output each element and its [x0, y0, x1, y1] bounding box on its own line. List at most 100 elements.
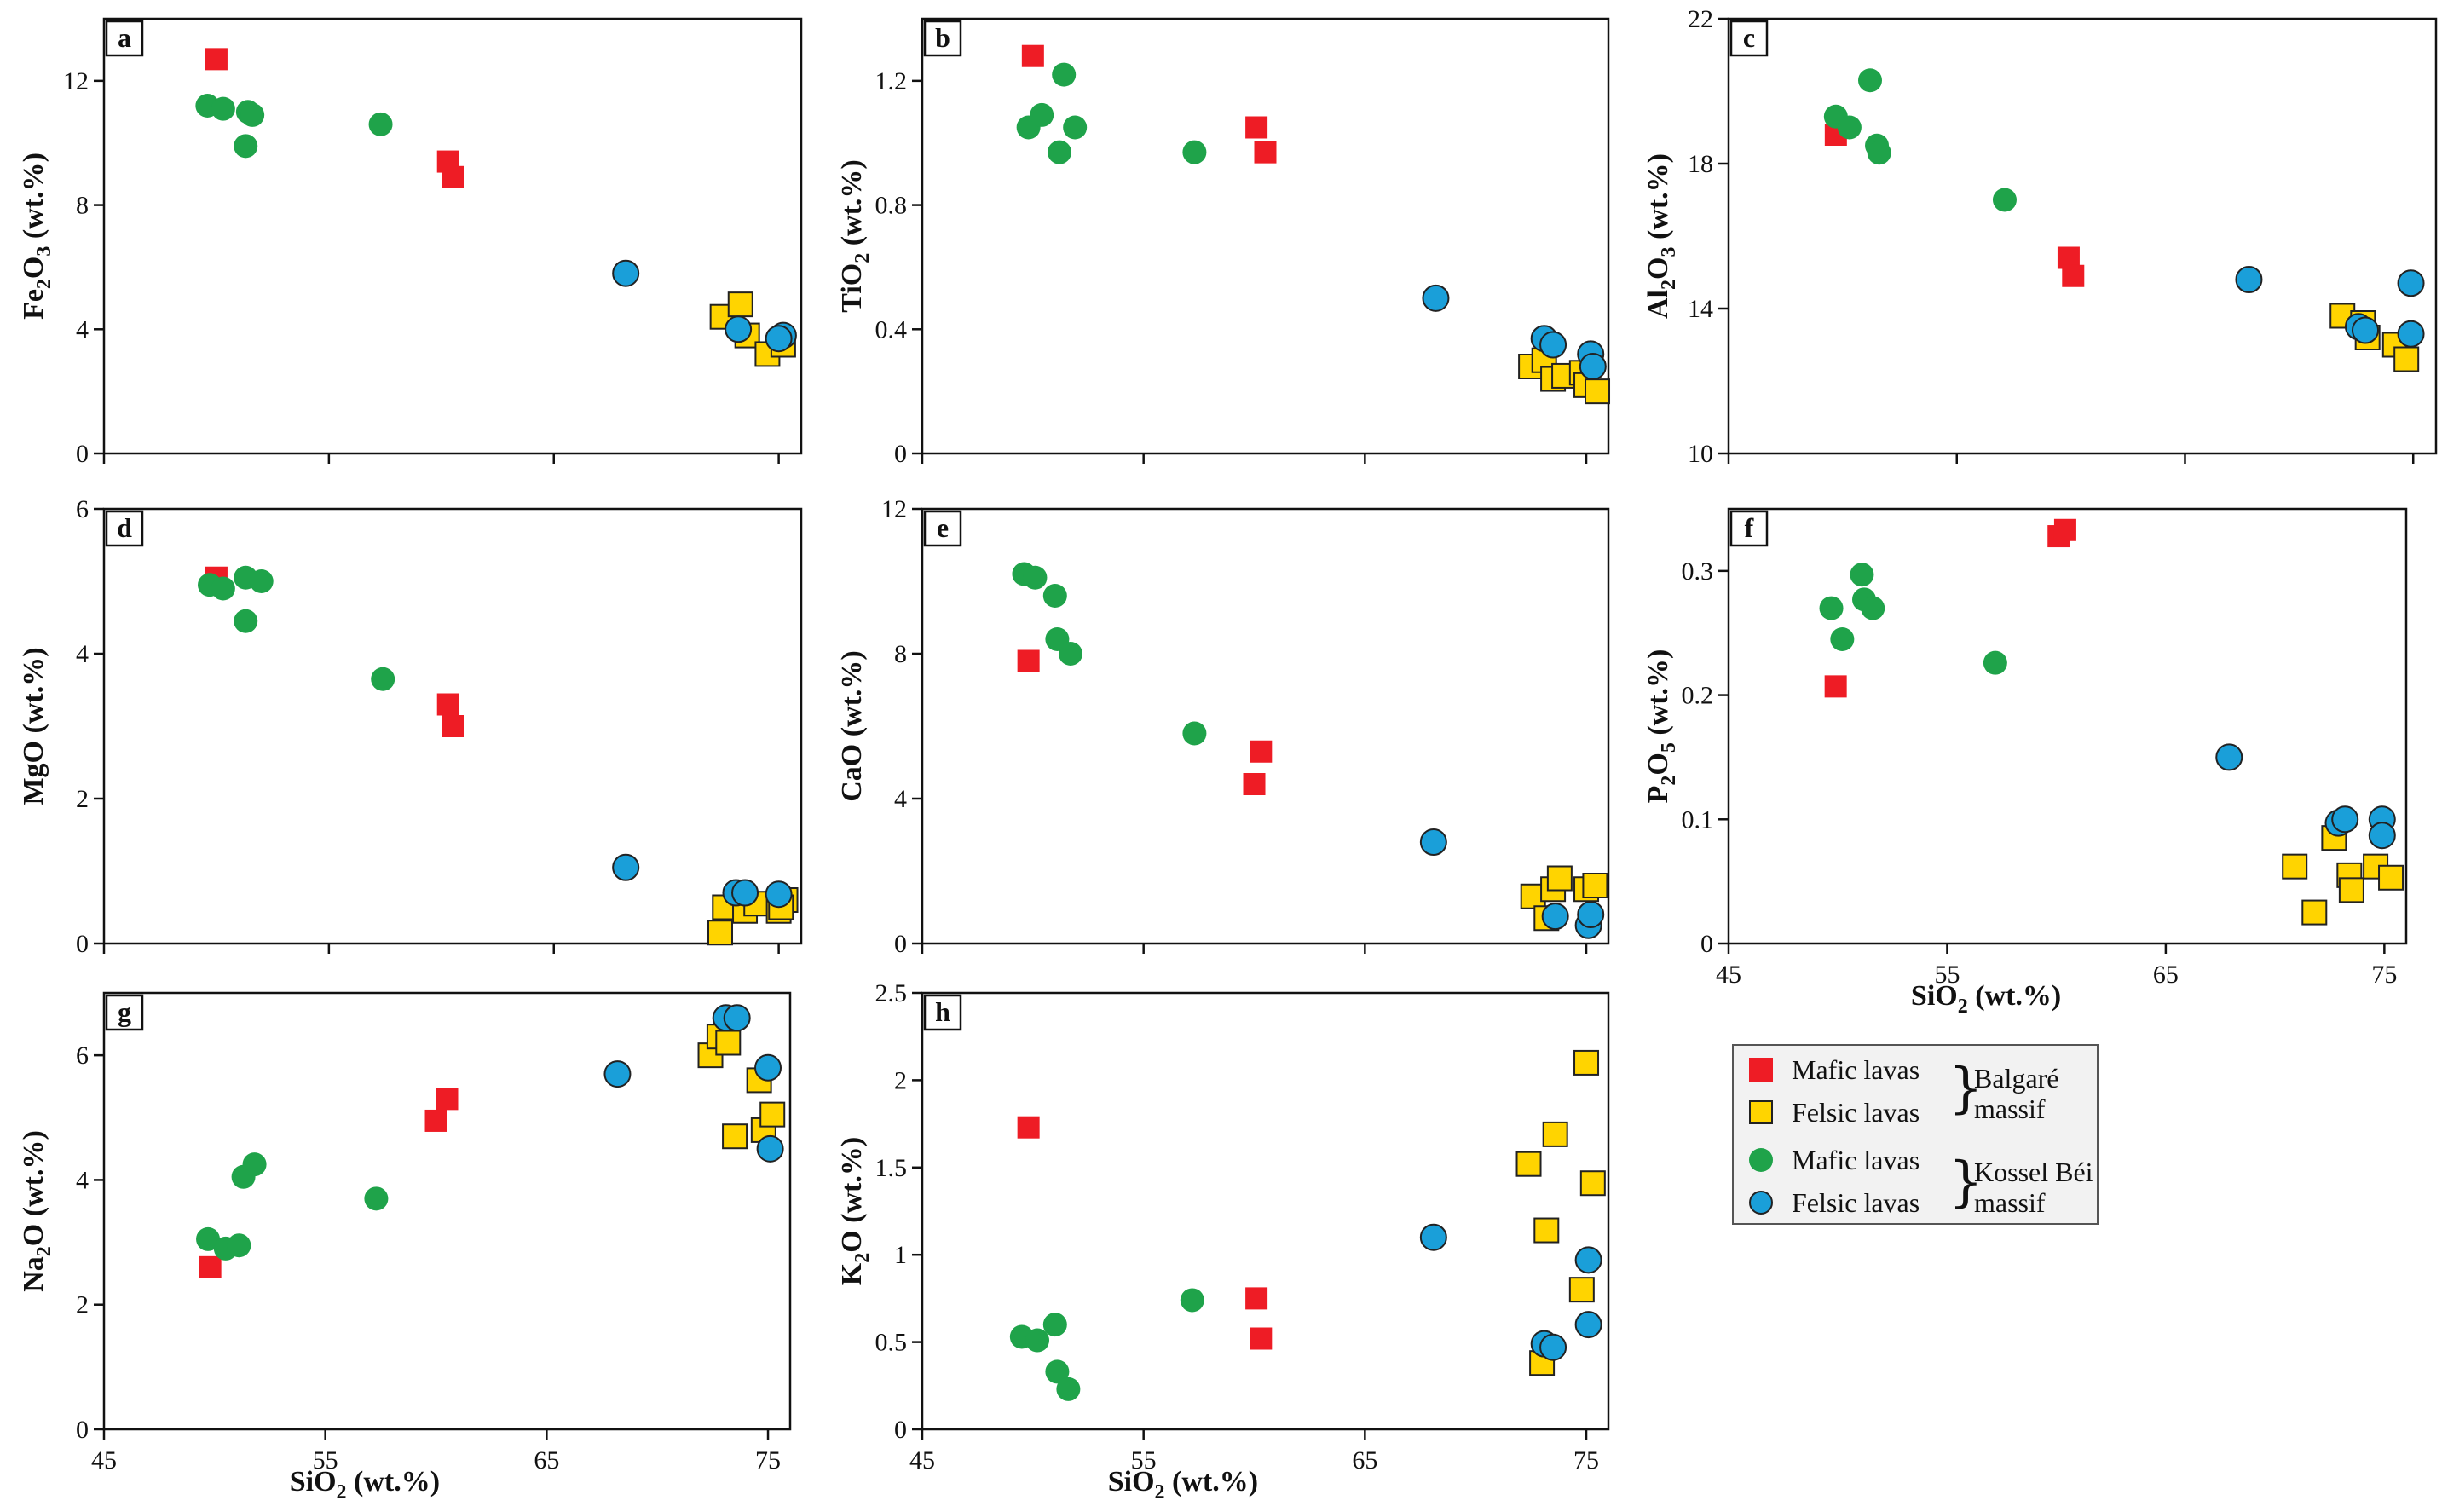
data-point-felsic-balgare	[715, 1030, 742, 1056]
data-point-felsic-kossel	[1422, 284, 1450, 312]
panel-letter: b	[935, 22, 950, 53]
y-axis-label: Fe2O3 (wt.%)	[18, 153, 55, 320]
brace-icon: }	[1948, 1151, 1983, 1214]
x-tick-label: 55	[1131, 1446, 1157, 1474]
massif-label-balgare: massif	[1974, 1094, 2046, 1124]
y-tick-label: 18	[1688, 150, 1713, 178]
massif-label-balgare: Balgaré	[1974, 1063, 2059, 1094]
data-point-mafic-kossel	[1042, 584, 1067, 608]
y-tick-label: 0	[894, 1416, 907, 1444]
y-tick-label: 0.8	[875, 192, 908, 220]
y-tick-label: 4	[76, 1166, 89, 1194]
data-point-felsic-kossel	[725, 315, 753, 343]
data-point-mafic-balgare	[1245, 116, 1268, 139]
panel-c: 10 14 18 22 Al2O3 (wt.%) c	[1642, 5, 2438, 468]
red-square-marker-icon	[1749, 1058, 1773, 1082]
data-point-felsic-kossel	[2397, 320, 2425, 348]
x-axis-label: SiO2 (wt.%)	[290, 1466, 440, 1503]
x-tick-label: 75	[1573, 1446, 1599, 1474]
data-point-mafic-balgare	[442, 715, 464, 737]
data-point-felsic-balgare	[1542, 1121, 1568, 1147]
data-point-felsic-kossel	[612, 853, 640, 881]
data-point-felsic-balgare	[1533, 1217, 1560, 1244]
data-point-mafic-kossel	[242, 1152, 267, 1177]
data-point-felsic-kossel	[756, 1134, 784, 1163]
data-point-felsic-balgare	[1582, 873, 1608, 898]
data-point-mafic-kossel	[234, 609, 258, 633]
panel-h: 0 0.5 1 1.5 2 2.5 45 55 65 75 SiO2 (wt.%) K2O (wt.%…	[836, 979, 1610, 1503]
panel-f: 0 0.1 0.2 0.3 45 55 65 75 SiO2 (wt.%) P2O5 (wt.%)…	[1642, 507, 2408, 1018]
data-point-mafic-kossel	[1063, 115, 1088, 140]
data-point-felsic-kossel	[2397, 269, 2425, 297]
data-point-mafic-kossel	[1850, 563, 1874, 587]
plot-frame	[1727, 17, 2438, 455]
panel-letter: h	[935, 996, 950, 1027]
data-point-felsic-kossel	[754, 1053, 782, 1082]
y-tick-label: 0.2	[1682, 682, 1714, 710]
data-point-mafic-balgare	[1254, 141, 1277, 164]
data-point-mafic-balgare	[1250, 740, 1273, 763]
data-point-mafic-kossel	[368, 112, 393, 136]
data-point-mafic-balgare	[199, 1255, 222, 1278]
data-point-mafic-kossel	[1983, 650, 2007, 675]
data-point-felsic-balgare	[2338, 877, 2364, 903]
y-axis-label: P2O5 (wt.%)	[1642, 649, 1680, 804]
y-tick-label: 1	[894, 1241, 907, 1269]
y-axis-label: Al2O3 (wt.%)	[1642, 153, 1680, 319]
panel-letter: e	[937, 512, 949, 543]
y-tick-label: 0	[76, 440, 89, 468]
legend-item-mafic-balgare: Mafic lavas	[1749, 1051, 1920, 1088]
y-axis-label: K2O (wt.%)	[836, 1137, 874, 1285]
x-tick-label: 45	[91, 1446, 117, 1474]
panel-letter: f	[1745, 512, 1754, 543]
data-point-felsic-balgare	[1546, 865, 1573, 892]
data-point-felsic-balgare	[727, 291, 753, 318]
data-point-mafic-balgare	[1243, 773, 1266, 795]
panel-e: 0 4 8 12 CaO (wt.%) e	[836, 495, 1610, 958]
panel-letter-box	[1729, 510, 1769, 547]
data-point-felsic-balgare	[1573, 1049, 1600, 1076]
data-point-mafic-balgare	[1017, 649, 1040, 672]
y-tick-label: 8	[894, 640, 907, 668]
panel-a: 0 4 8 12 Fe2O3 (wt.%) a	[18, 17, 803, 468]
data-point-mafic-balgare	[2062, 264, 2085, 287]
data-point-felsic-balgare	[1585, 378, 1611, 405]
y-axis-label: Na2O (wt.%)	[18, 1130, 55, 1292]
data-point-mafic-kossel	[1023, 565, 1048, 590]
x-tick-label: 65	[2153, 961, 2179, 989]
data-point-mafic-kossel	[234, 134, 258, 159]
green-circle-marker-icon	[1749, 1148, 1773, 1172]
data-point-felsic-kossel	[2352, 316, 2379, 344]
y-tick-label: 4	[76, 640, 89, 668]
y-tick-label: 0.4	[875, 315, 908, 343]
x-tick-label: 65	[1352, 1446, 1377, 1474]
data-point-mafic-kossel	[1837, 115, 1862, 140]
data-point-mafic-kossel	[1182, 721, 1207, 746]
data-point-mafic-kossel	[196, 1226, 221, 1251]
data-point-mafic-kossel	[1830, 627, 1855, 651]
data-point-mafic-kossel	[1052, 62, 1077, 87]
data-point-felsic-kossel	[731, 879, 759, 907]
data-point-mafic-balgare	[2053, 518, 2076, 541]
data-point-felsic-kossel	[612, 259, 640, 287]
data-point-felsic-kossel	[1579, 353, 1607, 380]
blue-circle-marker-icon	[1749, 1191, 1773, 1215]
y-tick-label: 0	[1700, 930, 1713, 958]
panel-letter: g	[118, 996, 131, 1027]
data-point-felsic-kossel	[2235, 266, 2263, 293]
data-point-mafic-kossel	[1030, 102, 1054, 127]
x-axis-label: SiO2 (wt.%)	[1108, 1466, 1258, 1503]
data-point-mafic-kossel	[240, 102, 265, 127]
data-point-mafic-kossel	[1048, 140, 1071, 164]
y-tick-label: 1.5	[875, 1154, 908, 1182]
y-axis-label: CaO (wt.%)	[836, 650, 868, 802]
data-point-felsic-balgare	[2378, 864, 2404, 891]
data-point-mafic-kossel	[249, 569, 274, 593]
y-tick-label: 0	[76, 930, 89, 958]
data-point-mafic-balgare	[1824, 675, 1847, 698]
legend-item-mafic-kossel: Mafic lavas	[1749, 1141, 1920, 1179]
data-point-mafic-kossel	[1861, 596, 1885, 620]
panel-d: 0 2 4 6 MgO (wt.%) d	[18, 495, 803, 958]
data-point-mafic-kossel	[211, 96, 235, 121]
data-point-felsic-kossel	[1539, 331, 1567, 359]
